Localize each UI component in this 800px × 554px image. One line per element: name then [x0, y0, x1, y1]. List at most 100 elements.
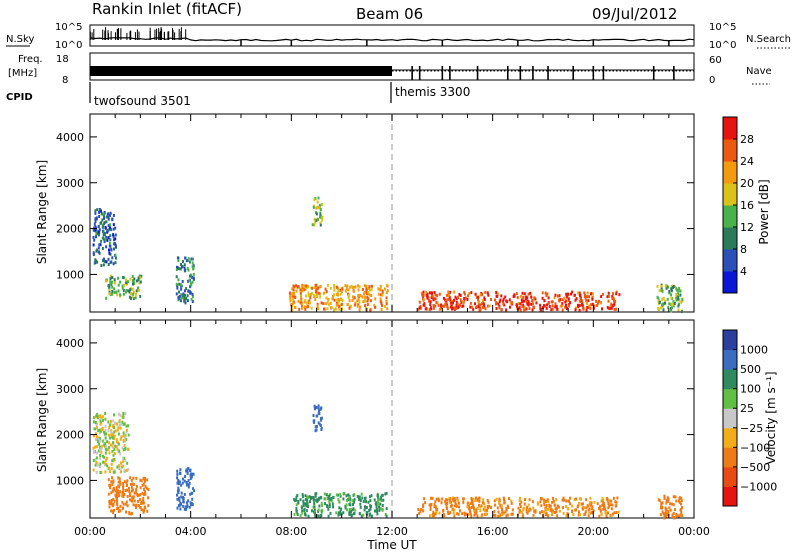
data-cell — [587, 514, 590, 517]
data-cell — [327, 496, 330, 500]
data-cell — [579, 513, 582, 517]
data-cell — [548, 305, 551, 308]
data-cell — [110, 247, 113, 251]
data-cell — [300, 295, 303, 299]
data-cell — [456, 302, 459, 306]
data-cell — [375, 501, 378, 505]
data-cell — [313, 198, 316, 202]
data-cell — [124, 435, 127, 439]
data-cell — [144, 492, 147, 496]
data-cell — [428, 308, 431, 312]
data-cell — [602, 507, 605, 511]
data-cell — [434, 293, 437, 297]
data-cell — [553, 511, 556, 514]
data-cell — [665, 512, 668, 516]
data-cell — [119, 414, 122, 417]
data-cell — [380, 499, 383, 502]
data-cell — [106, 464, 109, 468]
data-cell — [577, 291, 580, 295]
y-tick-label: 1000 — [56, 474, 84, 487]
data-cell — [104, 226, 107, 229]
data-cell — [124, 502, 127, 506]
data-cell — [314, 425, 317, 429]
data-cell — [671, 306, 673, 310]
data-cell — [316, 498, 319, 502]
data-cell — [179, 507, 182, 511]
data-cell — [96, 260, 99, 264]
data-cell — [112, 233, 115, 237]
data-cell — [122, 411, 125, 415]
data-cell — [318, 204, 321, 208]
data-cell — [452, 499, 455, 503]
colorbar-swatch — [723, 227, 737, 250]
data-cell — [124, 489, 127, 492]
data-cell — [384, 492, 387, 496]
data-cell — [187, 258, 190, 262]
data-cell — [333, 288, 336, 292]
data-cell — [100, 209, 102, 213]
data-cell — [314, 514, 317, 518]
data-cell — [345, 503, 348, 507]
data-cell — [120, 435, 123, 439]
data-cell — [470, 305, 473, 309]
data-cell — [132, 495, 135, 499]
data-cell — [116, 503, 119, 507]
data-cell — [109, 260, 112, 264]
data-cell — [356, 304, 359, 308]
data-cell — [305, 502, 308, 506]
data-cell — [568, 304, 571, 308]
data-cell — [183, 289, 186, 293]
data-cell — [678, 302, 680, 306]
data-cell — [325, 290, 328, 294]
data-cell — [567, 297, 570, 301]
data-cell — [307, 291, 310, 295]
data-cell — [107, 433, 110, 437]
data-cell — [556, 514, 559, 518]
data-cell — [307, 514, 310, 518]
data-cell — [607, 511, 609, 515]
data-cell — [528, 307, 531, 311]
data-cell — [96, 463, 99, 467]
data-cell — [547, 507, 549, 511]
data-cell — [102, 257, 105, 261]
data-cell — [474, 302, 476, 306]
data-cell — [484, 513, 487, 517]
data-cell — [325, 302, 328, 306]
data-cell — [588, 501, 591, 504]
data-cell — [116, 507, 119, 510]
data-cell — [429, 507, 432, 511]
data-cell — [100, 450, 103, 454]
data-cell — [110, 433, 113, 437]
data-cell — [318, 422, 321, 426]
data-cell — [339, 512, 342, 516]
data-cell — [579, 297, 582, 301]
data-cell — [189, 501, 192, 505]
data-cell — [119, 509, 122, 513]
colorbar-swatch — [723, 161, 737, 184]
data-cell — [674, 285, 677, 289]
data-cell — [291, 304, 294, 308]
data-cell — [522, 295, 525, 299]
data-cell — [193, 489, 196, 493]
data-cell — [175, 292, 178, 296]
nsearch-tick-top: 10^5 — [709, 22, 736, 33]
data-cell — [533, 296, 536, 300]
data-cell — [100, 445, 103, 449]
data-cell — [98, 428, 101, 432]
velocity-panel — [89, 319, 695, 519]
data-cell — [566, 292, 569, 296]
data-cell — [103, 211, 106, 215]
data-cell — [590, 501, 593, 505]
data-cell — [306, 285, 309, 289]
data-cell — [566, 512, 569, 516]
data-cell — [177, 297, 180, 300]
x-tick-label: 04:00 — [175, 525, 207, 538]
data-cell — [103, 455, 106, 459]
data-cell — [356, 299, 359, 303]
data-cell — [348, 294, 350, 297]
data-cell — [426, 292, 429, 296]
data-cell — [116, 293, 119, 297]
data-cell — [112, 488, 115, 492]
data-cell — [558, 509, 561, 513]
data-cell — [316, 217, 319, 221]
